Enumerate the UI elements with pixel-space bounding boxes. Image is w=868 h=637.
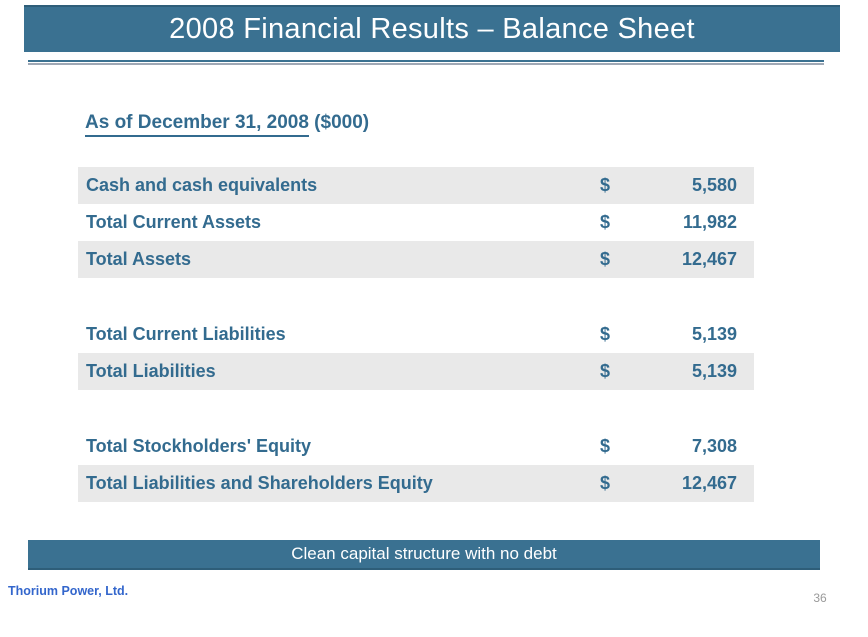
table-row: Total Current Assets $ 11,982 [78,204,754,241]
table-row: Total Stockholders' Equity $ 7,308 [78,428,754,465]
table-row: Total Liabilities $ 5,139 [78,353,754,390]
row-label: Total Current Liabilities [86,324,286,344]
table-spacer [78,390,754,428]
row-label: Total Liabilities [86,361,216,381]
row-currency: $ [600,249,611,269]
row-value: 7,308 [691,436,737,456]
row-currency: $ [600,436,611,456]
table-spacer [78,278,754,316]
title-divider [28,60,824,66]
page-number: 36 [813,591,827,605]
row-label: Total Stockholders' Equity [86,436,311,456]
table-row: Total Assets $ 12,467 [78,241,754,278]
divider-line-top [28,60,824,62]
row-currency: $ [600,473,611,493]
row-value: 12,467 [681,249,737,269]
date-heading: As of December 31, 2008 ($000) [85,112,370,137]
date-heading-units: ($000) [308,112,370,133]
row-currency: $ [600,324,611,344]
row-value: 5,139 [691,324,737,344]
page-title: 2008 Financial Results – Balance Sheet [169,13,695,45]
row-value: 5,580 [691,175,737,195]
table-row: Total Liabilities and Shareholders Equit… [78,465,754,502]
row-label: Total Liabilities and Shareholders Equit… [86,473,433,493]
summary-banner: Clean capital structure with no debt [28,540,820,570]
row-label: Cash and cash equivalents [86,175,318,195]
title-bar: 2008 Financial Results – Balance Sheet [24,5,840,52]
row-value: 12,467 [681,473,737,493]
row-value: 5,139 [691,361,737,381]
row-label: Total Current Assets [86,212,262,232]
row-currency: $ [600,175,611,195]
date-heading-underlined: As of December 31, 2008 [85,112,309,137]
row-currency: $ [600,361,611,381]
summary-banner-text: Clean capital structure with no debt [291,544,557,563]
balance-sheet-table: Cash and cash equivalents $ 5,580 Total … [78,167,754,502]
table-row: Total Current Liabilities $ 5,139 [78,316,754,353]
divider-line-gap [28,62,824,63]
row-currency: $ [600,212,611,232]
footer-company: Thorium Power, Ltd. [8,584,129,598]
row-value: 11,982 [682,212,737,232]
divider-line-bottom [28,63,824,65]
row-label: Total Assets [86,249,192,269]
table-row: Cash and cash equivalents $ 5,580 [78,167,754,204]
